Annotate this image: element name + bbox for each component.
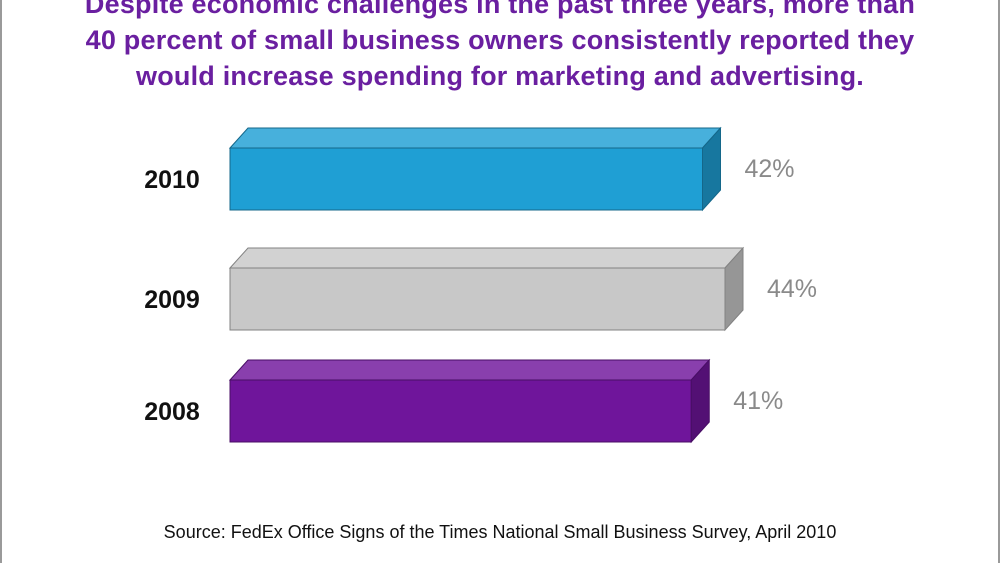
bar-2008 bbox=[229, 379, 692, 443]
chart-source: Source: FedEx Office Signs of the Times … bbox=[163, 522, 837, 542]
bar-2010-side-face bbox=[702, 126, 721, 212]
chart-title-line-3: would increase spending for marketing an… bbox=[136, 61, 864, 91]
value-label-2009: 44% bbox=[767, 275, 817, 303]
category-label-2008: 2008 bbox=[144, 398, 200, 426]
value-label-2010: 42% bbox=[745, 155, 795, 183]
bar-2008-side-face bbox=[690, 358, 710, 444]
bar-2008-top-face bbox=[228, 359, 711, 381]
bar-2009 bbox=[229, 267, 726, 331]
bar-2010-top-face bbox=[228, 127, 722, 149]
bar-2010 bbox=[229, 147, 703, 211]
chart-title-line-2: 40 percent of small business owners cons… bbox=[85, 25, 915, 55]
chart-title-line-1: Despite economic challenges in the past … bbox=[84, 0, 916, 19]
category-label-2009: 2009 bbox=[144, 286, 200, 314]
bar-2009-top-face bbox=[228, 247, 745, 269]
frame-left-border bbox=[0, 0, 2, 563]
value-label-2008: 41% bbox=[733, 387, 783, 415]
category-label-2010: 2010 bbox=[144, 166, 200, 194]
bar-2009-side-face bbox=[724, 246, 744, 332]
frame-right-border bbox=[998, 0, 1000, 563]
chart-title: Despite economic challenges in the past … bbox=[0, 0, 1000, 94]
